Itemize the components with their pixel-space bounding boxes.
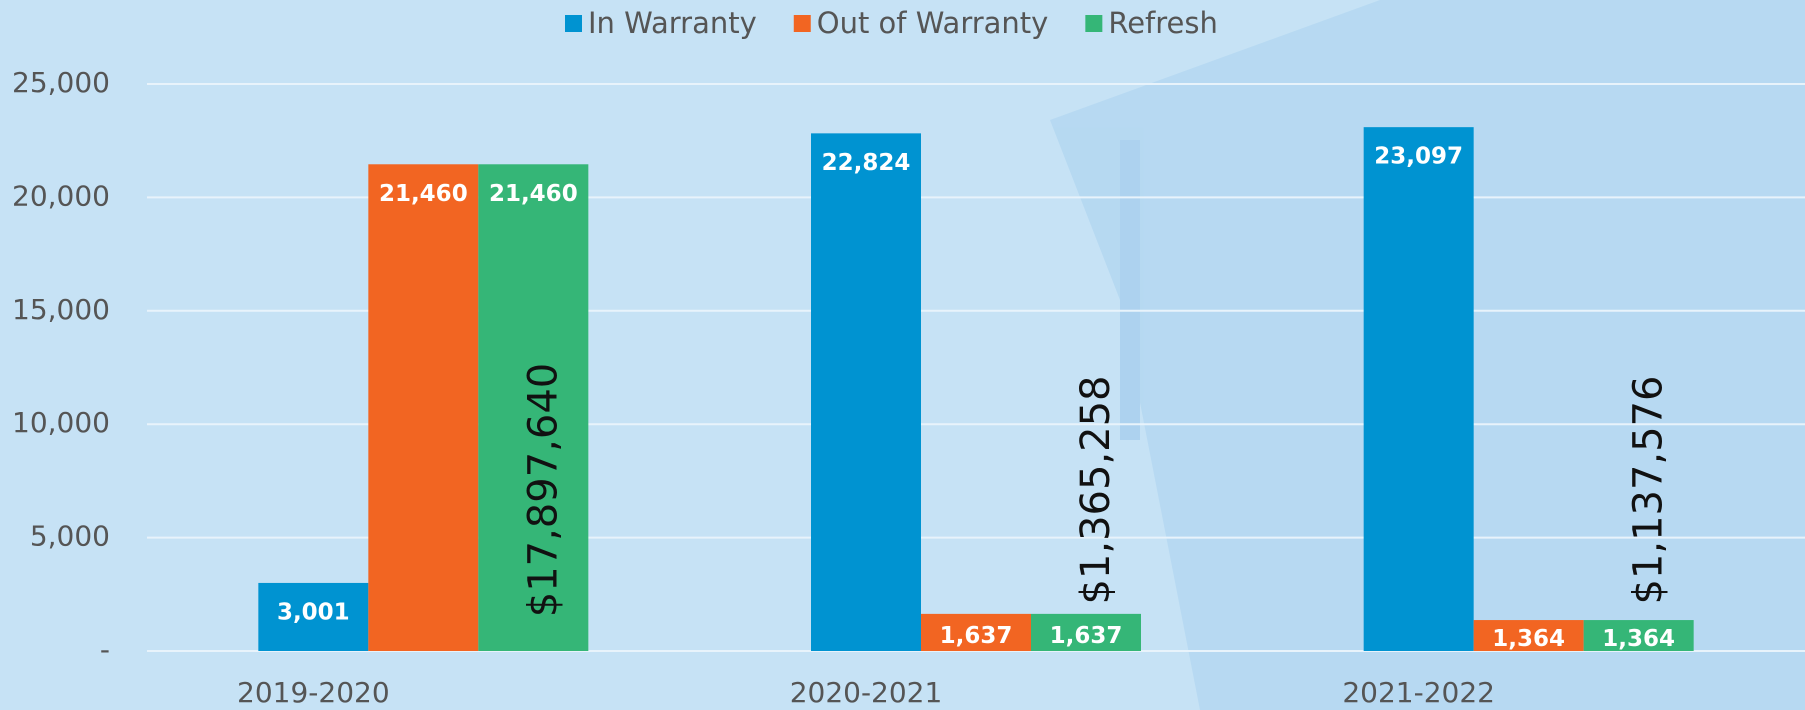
bar <box>1031 613 1141 651</box>
y-tick-label: 15,000 <box>12 293 110 326</box>
data-label: 23,097 <box>1374 144 1463 170</box>
data-label: 1,637 <box>1050 623 1123 649</box>
y-tick-label: 25,000 <box>12 66 110 99</box>
y-tick-label: 10,000 <box>12 406 110 439</box>
bar <box>921 613 1031 651</box>
bar <box>1363 127 1474 652</box>
legend-label: Out of Warranty <box>817 6 1049 40</box>
legend-swatch <box>1085 15 1103 32</box>
annotation: $1,365,258 <box>1073 375 1119 604</box>
bar <box>811 133 921 651</box>
x-tick-label: 2021-2022 <box>1342 676 1495 709</box>
bar <box>1473 620 1584 651</box>
data-label: 3,001 <box>277 599 350 625</box>
legend-swatch <box>793 15 811 32</box>
bar <box>258 582 369 651</box>
legend-label: Refresh <box>1108 6 1218 40</box>
y-tick-label: 20,000 <box>12 179 110 212</box>
data-label: 1,364 <box>1602 626 1675 652</box>
annotation: $17,897,640 <box>520 363 566 617</box>
data-label: 21,460 <box>489 181 578 207</box>
data-label: 1,637 <box>940 623 1013 649</box>
y-tick-label: - <box>100 633 110 666</box>
bar <box>1583 620 1694 651</box>
annotation: $1,137,576 <box>1626 375 1672 604</box>
data-label: 1,364 <box>1492 626 1565 652</box>
y-tick-label: 5,000 <box>30 520 110 553</box>
legend-swatch <box>565 15 582 32</box>
legend-label: In Warranty <box>588 6 757 40</box>
bar <box>368 164 479 651</box>
data-label: 22,824 <box>822 150 911 176</box>
x-tick-label: 2019-2020 <box>237 676 390 709</box>
data-label: 21,460 <box>379 181 468 207</box>
bar <box>478 164 589 651</box>
x-tick-label: 2020-2021 <box>790 676 943 709</box>
